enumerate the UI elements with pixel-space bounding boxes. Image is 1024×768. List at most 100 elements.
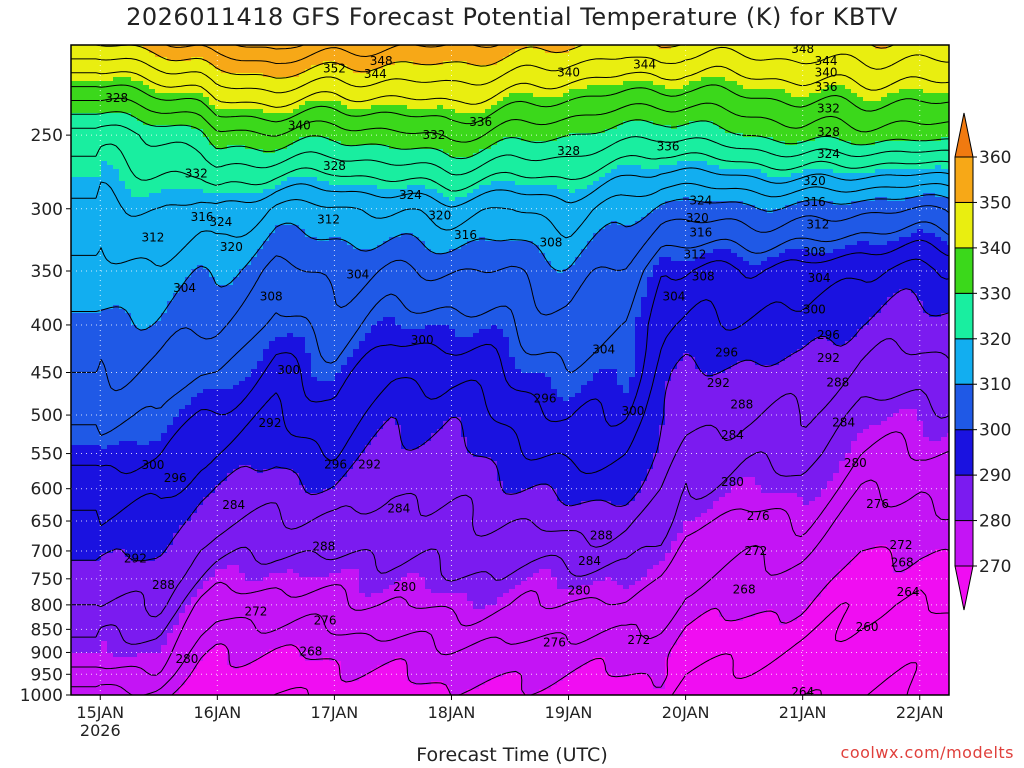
heat-cell: [95, 221, 102, 226]
heat-cell: [95, 609, 102, 614]
heat-cell: [197, 629, 204, 634]
heat-cell: [203, 437, 210, 442]
heat-cell: [161, 409, 168, 414]
heat-cell: [71, 469, 78, 474]
heat-cell: [77, 237, 84, 242]
heat-cell: [239, 449, 246, 454]
heat-cell: [131, 53, 138, 58]
heat-cell: [251, 353, 258, 358]
heat-cell: [155, 113, 162, 118]
heat-cell: [113, 297, 120, 302]
heat-cell: [77, 449, 84, 454]
heat-cell: [239, 217, 246, 222]
heat-cell: [215, 681, 222, 686]
heat-cell: [173, 365, 180, 370]
heat-cell: [185, 109, 192, 114]
heat-cell: [131, 477, 138, 482]
heat-cell: [161, 249, 168, 254]
heat-cell: [185, 425, 192, 430]
heat-cell: [101, 77, 108, 82]
heat-cell: [209, 313, 216, 318]
heat-cell: [125, 65, 132, 70]
heat-cell: [215, 533, 222, 538]
heat-cell: [119, 521, 126, 526]
heat-cell: [197, 197, 204, 202]
heat-cell: [137, 485, 144, 490]
heat-cell: [77, 233, 84, 238]
heat-cell: [77, 245, 84, 250]
heat-cell: [107, 321, 114, 326]
heat-cell: [71, 325, 78, 330]
heat-cell: [113, 241, 120, 246]
heat-cell: [101, 277, 108, 282]
heat-cell: [209, 149, 216, 154]
heat-cell: [173, 129, 180, 134]
heat-cell: [209, 525, 216, 530]
heat-cell: [179, 637, 186, 642]
heat-cell: [125, 609, 132, 614]
heat-cell: [119, 513, 126, 518]
heat-cell: [161, 593, 168, 598]
heat-cell: [191, 541, 198, 546]
heat-cell: [167, 165, 174, 170]
heat-cell: [239, 437, 246, 442]
heat-cell: [71, 529, 78, 534]
heat-cell: [233, 385, 240, 390]
heat-cell: [77, 157, 84, 162]
heat-cell: [203, 553, 210, 558]
heat-cell: [77, 585, 84, 590]
heat-cell: [89, 325, 96, 330]
heat-cell: [107, 581, 114, 586]
heat-cell: [83, 193, 90, 198]
heat-cell: [149, 489, 156, 494]
heat-cell: [83, 301, 90, 306]
heat-cell: [143, 381, 150, 386]
heat-cell: [251, 309, 258, 314]
heat-cell: [251, 429, 258, 434]
heat-cell: [185, 253, 192, 258]
heat-cell: [155, 609, 162, 614]
heat-cell: [137, 277, 144, 282]
heat-cell: [191, 337, 198, 342]
heat-cell: [77, 229, 84, 234]
heat-cell: [191, 441, 198, 446]
heat-cell: [113, 77, 120, 82]
heat-cell: [113, 173, 120, 178]
heat-cell: [209, 345, 216, 350]
heat-cell: [233, 585, 240, 590]
heat-cell: [131, 349, 138, 354]
heat-cell: [77, 209, 84, 214]
heat-cell: [89, 677, 96, 682]
heat-cell: [149, 657, 156, 662]
heat-cell: [185, 529, 192, 534]
heat-cell: [251, 441, 258, 446]
heat-cell: [251, 405, 258, 410]
heat-cell: [89, 181, 96, 186]
heat-cell: [209, 53, 216, 58]
heat-cell: [239, 525, 246, 530]
heat-cell: [125, 341, 132, 346]
heat-cell: [125, 485, 132, 490]
heat-cell: [215, 505, 222, 510]
heat-cell: [83, 241, 90, 246]
heat-cell: [89, 577, 96, 582]
heat-cell: [107, 629, 114, 634]
heat-cell: [239, 645, 246, 650]
heat-cell: [107, 473, 114, 478]
heat-cell: [215, 569, 222, 574]
heat-cell: [167, 317, 174, 322]
heat-cell: [185, 305, 192, 310]
heat-cell: [113, 441, 120, 446]
heat-cell: [155, 277, 162, 282]
heat-cell: [83, 513, 90, 518]
heat-cell: [113, 657, 120, 662]
heat-cell: [167, 625, 174, 630]
heat-cell: [155, 625, 162, 630]
heat-cell: [203, 281, 210, 286]
heat-cell: [89, 149, 96, 154]
heat-cell: [203, 669, 210, 674]
heat-cell: [161, 89, 168, 94]
heat-cell: [101, 597, 108, 602]
heat-cell: [251, 177, 258, 182]
heat-cell: [113, 289, 120, 294]
